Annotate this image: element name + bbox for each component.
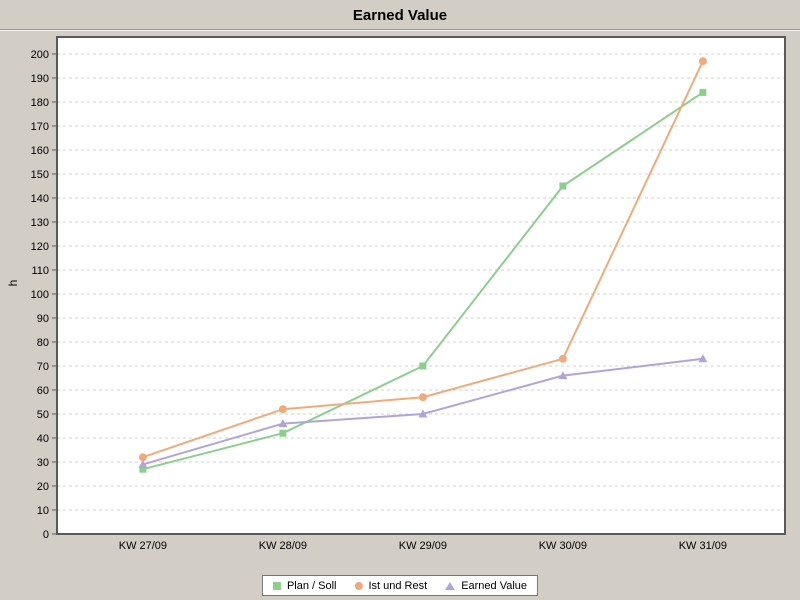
- legend: Plan / Soll Ist und Rest Earned Value: [261, 575, 539, 596]
- y-tick-label: 20: [37, 481, 49, 493]
- data-point-square: [279, 429, 287, 437]
- x-category-label: KW 27/09: [119, 540, 167, 552]
- data-point-triangle: [278, 419, 288, 428]
- y-tick-label: 160: [31, 145, 49, 157]
- y-tick-label: 190: [31, 73, 49, 85]
- y-tick-label: 120: [31, 241, 49, 253]
- data-point-triangle: [698, 354, 708, 363]
- y-tick-label: 30: [37, 457, 49, 469]
- y-tick-label: 130: [31, 217, 49, 229]
- legend-label-plan-soll: Plan / Soll: [286, 579, 337, 592]
- y-tick-label: 170: [31, 121, 49, 133]
- data-point-circle: [278, 405, 287, 414]
- plot-background: [57, 37, 785, 534]
- legend-label-earned-value: Earned Value: [461, 579, 528, 592]
- legend-item-plan-soll: Plan / Soll: [272, 579, 337, 592]
- legend-triangle-marker-icon: [445, 581, 456, 590]
- data-point-triangle: [418, 409, 428, 418]
- y-tick-label: 80: [37, 337, 49, 349]
- legend-circle-marker-icon: [354, 581, 363, 590]
- y-axis-label: h: [6, 280, 20, 287]
- y-tick-label: 180: [31, 97, 49, 109]
- legend-item-ist-und-rest: Ist und Rest: [354, 580, 427, 592]
- legend-label-ist-und-rest: Ist und Rest: [368, 579, 428, 592]
- data-point-circle: [698, 57, 707, 66]
- y-tick-label: 200: [31, 49, 49, 61]
- y-tick-label: 10: [37, 505, 49, 517]
- x-category-label: KW 30/09: [539, 540, 587, 552]
- y-tick-label: 40: [37, 433, 49, 445]
- x-category-label: KW 31/09: [679, 540, 727, 552]
- x-category-label: KW 28/09: [259, 540, 307, 552]
- data-point-square: [419, 362, 427, 370]
- y-tick-label: 110: [31, 265, 49, 277]
- data-point-triangle: [138, 459, 148, 468]
- data-point-circle: [138, 453, 147, 462]
- chart-title: Earned Value: [352, 7, 448, 24]
- y-tick-label: 70: [37, 361, 49, 373]
- data-point-square: [699, 88, 707, 96]
- y-tick-label: 0: [43, 529, 49, 541]
- y-tick-label: 50: [37, 409, 49, 421]
- data-point-triangle: [558, 371, 568, 380]
- y-tick-label: 100: [31, 289, 49, 301]
- title-separator: [0, 29, 800, 31]
- x-category-label: KW 29/09: [399, 540, 447, 552]
- plot-border: [56, 36, 786, 535]
- y-tick-label: 150: [31, 169, 49, 181]
- legend-item-earned-value: Earned Value: [445, 580, 527, 592]
- data-point-square: [559, 182, 567, 190]
- data-point-circle: [558, 354, 567, 363]
- y-tick-label: 90: [37, 313, 49, 325]
- legend-square-marker-icon: [272, 581, 281, 590]
- y-tick-label: 140: [31, 193, 49, 205]
- data-point-square: [139, 465, 147, 473]
- y-tick-label: 60: [37, 385, 49, 397]
- data-point-circle: [418, 393, 427, 402]
